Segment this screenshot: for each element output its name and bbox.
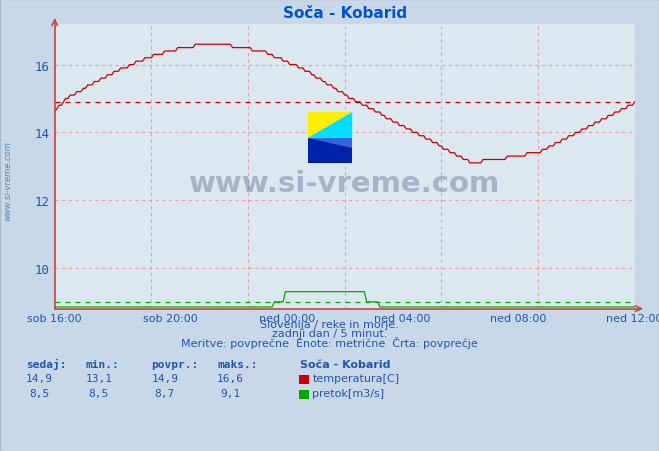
Text: temperatura[C]: temperatura[C] bbox=[312, 373, 399, 383]
Text: povpr.:: povpr.: bbox=[152, 359, 199, 369]
Text: 13,1: 13,1 bbox=[86, 373, 112, 383]
Text: 14,9: 14,9 bbox=[152, 373, 178, 383]
Polygon shape bbox=[308, 138, 352, 149]
Text: maks.:: maks.: bbox=[217, 359, 258, 369]
Text: www.si-vreme.com: www.si-vreme.com bbox=[3, 141, 13, 220]
Text: 8,5: 8,5 bbox=[30, 388, 49, 398]
Polygon shape bbox=[308, 113, 352, 138]
Text: pretok[m3/s]: pretok[m3/s] bbox=[312, 388, 384, 398]
Polygon shape bbox=[308, 113, 352, 138]
Text: Meritve: povprečne  Enote: metrične  Črta: povprečje: Meritve: povprečne Enote: metrične Črta:… bbox=[181, 336, 478, 348]
Text: min.:: min.: bbox=[86, 359, 119, 369]
Text: zadnji dan / 5 minut.: zadnji dan / 5 minut. bbox=[272, 328, 387, 338]
Text: Soča - Kobarid: Soča - Kobarid bbox=[300, 359, 390, 369]
Text: sedaj:: sedaj: bbox=[26, 359, 67, 369]
Text: 8,5: 8,5 bbox=[89, 388, 109, 398]
Title: Soča - Kobarid: Soča - Kobarid bbox=[283, 6, 407, 21]
Text: Slovenija / reke in morje.: Slovenija / reke in morje. bbox=[260, 319, 399, 329]
Text: 9,1: 9,1 bbox=[221, 388, 241, 398]
Text: 8,7: 8,7 bbox=[155, 388, 175, 398]
Text: www.si-vreme.com: www.si-vreme.com bbox=[189, 170, 500, 198]
Text: 16,6: 16,6 bbox=[217, 373, 244, 383]
Polygon shape bbox=[308, 138, 352, 164]
Text: 14,9: 14,9 bbox=[26, 373, 53, 383]
